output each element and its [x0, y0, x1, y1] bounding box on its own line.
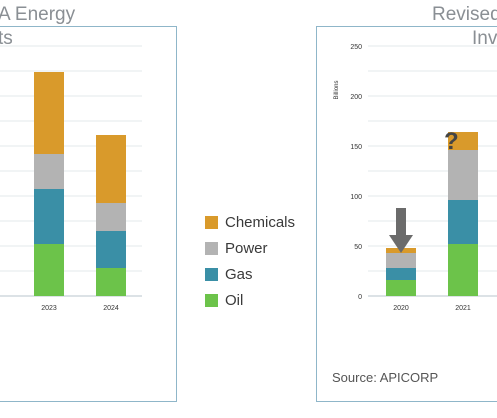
- question-mark-annotation: ?: [444, 128, 459, 155]
- legend-swatch-gas: [205, 267, 218, 281]
- chart2-xtick-label: 2020: [393, 305, 409, 312]
- chart1-bar-2024-gas: [96, 231, 126, 268]
- legend-label-power: Power: [225, 239, 268, 257]
- legend-swatch-chemicals: [205, 215, 218, 229]
- legend-label-oil: Oil: [225, 291, 244, 309]
- source-note: Source: APICORP: [332, 370, 439, 385]
- chart2-xtick-label: 2021: [455, 305, 471, 312]
- chart1-bar-2024-power: [96, 203, 126, 231]
- right-chart-title-line1: Revised: [428, 4, 497, 26]
- chart2-bar-2021-oil: [448, 244, 478, 296]
- chart2-ylabel: Billions: [334, 80, 340, 99]
- down-arrow-icon-shaft: [396, 208, 406, 235]
- chart2-bar-2020-oil: [386, 280, 416, 296]
- chart2-bar-2021-chemicals: [448, 132, 478, 150]
- chart2-ytick-label: 0: [358, 294, 362, 301]
- legend-item-oil: Oil: [205, 287, 295, 313]
- left-chart-title-line1: A Energy: [0, 4, 80, 26]
- chart2-bar-2020-gas: [386, 268, 416, 280]
- chart2-ytick-label: 250: [350, 44, 362, 51]
- legend-item-gas: Gas: [205, 261, 295, 287]
- legend-item-chemicals: Chemicals: [205, 209, 295, 235]
- chart2-bar-2021-gas: [448, 200, 478, 244]
- chart1-bar-2023-gas: [34, 189, 64, 244]
- legend-label-gas: Gas: [225, 265, 253, 283]
- legend-item-power: Power: [205, 235, 295, 261]
- left-chart-panel: [0, 26, 177, 402]
- chart1-xtick-label: 2024: [103, 305, 119, 312]
- chart2-bar-2020-power: [386, 253, 416, 268]
- chart2-ytick-label: 100: [350, 194, 362, 201]
- chart2-ytick-label: 200: [350, 94, 362, 101]
- chart2-ytick-label: 50: [354, 244, 362, 251]
- chart2-ytick-label: 150: [350, 144, 362, 151]
- right-chart-title-line2: Inv: [468, 28, 497, 50]
- chart1-bar-2023-chemicals: [34, 72, 64, 154]
- chart1-bar-2024-chemicals: [96, 135, 126, 203]
- legend-label-chemicals: Chemicals: [225, 213, 296, 231]
- down-arrow-icon-head: [389, 235, 413, 253]
- legend-swatch-oil: [205, 293, 218, 307]
- legend-swatch-power: [205, 241, 218, 255]
- left-chart-title-line2: ts: [0, 28, 17, 50]
- chart1-bar-2023-oil: [34, 244, 64, 296]
- chart1-bar-2023-power: [34, 154, 64, 189]
- chart1-bar-2024-oil: [96, 268, 126, 296]
- chart2-bar-2021-power: [448, 150, 478, 200]
- legend: Chemicals Power Gas Oil: [205, 209, 295, 313]
- chart1-xtick-label: 2023: [41, 305, 57, 312]
